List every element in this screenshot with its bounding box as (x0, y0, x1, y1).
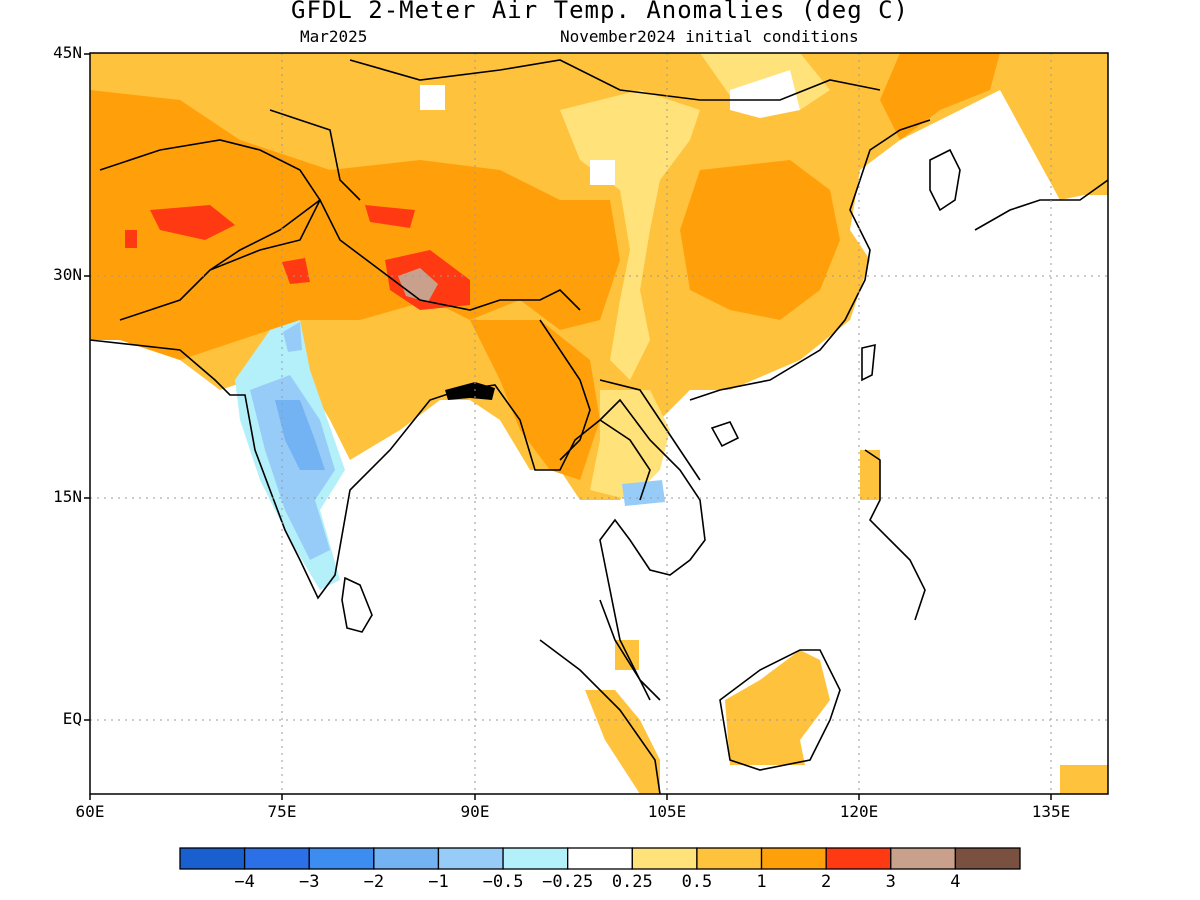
colorbar-swatch (373, 847, 440, 870)
lat-label-eq: EQ (62, 709, 82, 728)
anomaly-region-red-pakistan (282, 258, 310, 284)
coastline-mainland (90, 339, 706, 701)
colorbar-swatch (243, 847, 310, 870)
lat-label-30n: 30N (53, 265, 82, 284)
colorbar-label: −1 (428, 872, 449, 892)
lon-label-120e: 120E (839, 802, 879, 821)
coastline-borneo (719, 649, 841, 771)
anomaly-region-orange-west (90, 90, 620, 360)
anomaly-region-white-cell (590, 160, 615, 185)
colorbar-label: −0.5 (482, 872, 524, 892)
coastline-hainan (710, 421, 740, 448)
anomaly-region-japan (1075, 160, 1108, 195)
anomaly-field (90, 53, 1108, 794)
lat-label-45n: 45N (53, 43, 82, 62)
border-myanmar (539, 319, 591, 461)
border-china-west (269, 109, 361, 201)
coastline-korea (929, 148, 961, 212)
colorbar-label: −2 (363, 872, 385, 892)
coastline-sumatra (539, 639, 661, 794)
lon-label-75e: 75E (267, 802, 297, 821)
axis-ticks (84, 53, 1052, 800)
colorbar-swatch (502, 847, 569, 870)
colorbar-label: 2 (821, 872, 832, 892)
lon-label-105e: 105E (647, 802, 687, 821)
coastline-china (689, 119, 931, 401)
border-laos (599, 379, 701, 481)
colorbar-label: 3 (885, 872, 896, 892)
colorbar-swatch (760, 847, 827, 870)
border-thailand (599, 419, 651, 501)
coastline-taiwan (861, 343, 876, 382)
map-frame (89, 52, 1109, 795)
colorbar-label: −3 (298, 872, 320, 892)
colorbar-swatch (954, 847, 1021, 870)
border-india-north (209, 198, 581, 311)
colorbar-swatch (308, 847, 375, 870)
border-mongolia (349, 59, 881, 101)
anomaly-region-se-corner (1060, 765, 1108, 794)
anomaly-region-lightblue-cambodia (622, 480, 665, 506)
coastline-japan (974, 179, 1108, 231)
lon-label-90e: 90E (460, 802, 490, 821)
anomaly-region-lightblue-india (250, 375, 335, 560)
colorbar-swatch (696, 847, 763, 870)
coastline-srilanka (341, 576, 373, 633)
lat-label-15n: 15N (53, 487, 82, 506)
colorbar-swatch (890, 847, 957, 870)
colorbar-swatch (437, 847, 504, 870)
bangladesh-delta (445, 382, 495, 400)
colorbar-swatch (179, 847, 246, 870)
coastlines (90, 59, 1108, 794)
lon-label-60e: 60E (75, 802, 105, 821)
anomaly-region-orange-northeast (880, 53, 1000, 140)
initial-conditions: November2024 initial conditions (560, 27, 859, 46)
anomaly-region-lightblue-north (283, 322, 302, 352)
colorbar-swatch (631, 847, 698, 870)
forecast-month: Mar2025 (300, 27, 368, 46)
anomaly-region-borneo (725, 650, 830, 765)
colorbar-swatch (567, 847, 633, 870)
colorbar-label: 4 (950, 872, 961, 892)
colorbar-label: 0.5 (681, 872, 713, 892)
anomaly-region-white-cell-2 (420, 85, 445, 110)
gridlines (90, 53, 1108, 794)
coastline-philippines (864, 449, 926, 621)
coastline-malaya (599, 599, 651, 701)
lon-label-135e: 135E (1031, 802, 1071, 821)
anomaly-region-sumatra (585, 690, 660, 794)
anomaly-region-philippines (860, 450, 880, 500)
anomaly-region-red-tibet (365, 205, 415, 228)
colorbar-label: −4 (234, 872, 255, 892)
anomaly-region-red-afghanistan (150, 205, 235, 240)
map-title: GFDL 2-Meter Air Temp. Anomalies (deg C) (291, 0, 909, 24)
anomaly-region-white-north (730, 70, 800, 118)
anomaly-region-red-cell (125, 230, 137, 248)
colorbar-label: 1 (756, 872, 767, 892)
anomaly-region-midblue-india (275, 400, 325, 470)
colorbar-label: −0.25 (542, 872, 594, 892)
colorbar-swatch (825, 847, 892, 870)
anomaly-region-orange-east (680, 160, 840, 320)
colorbar-label: 0.25 (611, 872, 653, 892)
colorbar (179, 847, 1021, 870)
